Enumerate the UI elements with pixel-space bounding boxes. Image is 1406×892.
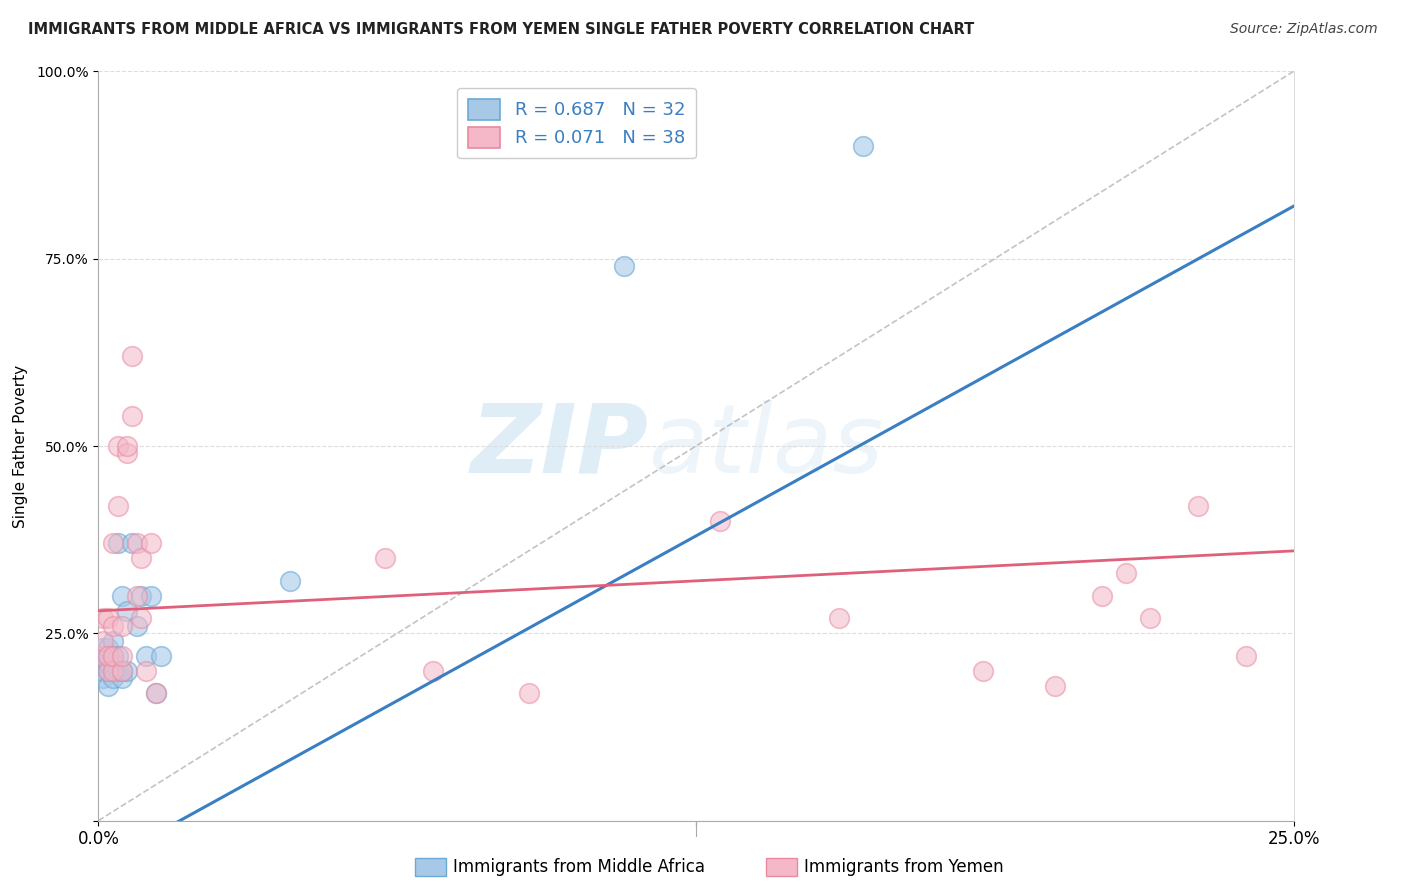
- Point: [139, 536, 162, 550]
- Text: atlas: atlas: [648, 400, 883, 492]
- Point: [107, 499, 129, 513]
- Point: [97, 611, 120, 625]
- Point: [97, 679, 120, 693]
- Point: [115, 439, 138, 453]
- Point: [145, 686, 167, 700]
- Point: [972, 664, 994, 678]
- Point: [101, 536, 124, 550]
- Point: [139, 589, 162, 603]
- Point: [613, 259, 636, 273]
- Point: [125, 536, 148, 550]
- Point: [121, 409, 143, 423]
- Point: [131, 611, 153, 625]
- Point: [1043, 679, 1066, 693]
- Point: [91, 633, 114, 648]
- Point: [111, 671, 134, 685]
- Point: [145, 686, 167, 700]
- Point: [97, 657, 120, 671]
- Point: [278, 574, 301, 588]
- Point: [101, 657, 124, 671]
- Point: [91, 657, 114, 671]
- Point: [374, 551, 396, 566]
- Point: [111, 589, 134, 603]
- Point: [709, 514, 731, 528]
- Point: [91, 641, 114, 656]
- Point: [101, 664, 124, 678]
- Point: [101, 633, 124, 648]
- Point: [101, 648, 124, 663]
- Point: [131, 551, 153, 566]
- Text: Immigrants from Middle Africa: Immigrants from Middle Africa: [453, 858, 704, 876]
- Point: [135, 664, 157, 678]
- Point: [111, 619, 134, 633]
- Point: [91, 664, 114, 678]
- Point: [115, 446, 138, 460]
- Point: [115, 604, 138, 618]
- Text: Source: ZipAtlas.com: Source: ZipAtlas.com: [1230, 22, 1378, 37]
- Legend: R = 0.687   N = 32, R = 0.071   N = 38: R = 0.687 N = 32, R = 0.071 N = 38: [457, 88, 696, 159]
- Point: [149, 648, 172, 663]
- Point: [111, 664, 134, 678]
- Point: [101, 619, 124, 633]
- Point: [422, 664, 444, 678]
- Point: [517, 686, 540, 700]
- Point: [91, 611, 114, 625]
- Text: ZIP: ZIP: [470, 400, 648, 492]
- Point: [131, 589, 153, 603]
- Point: [107, 439, 129, 453]
- Point: [91, 671, 114, 685]
- Point: [1187, 499, 1209, 513]
- Point: [1234, 648, 1257, 663]
- Point: [1115, 566, 1137, 581]
- Point: [135, 648, 157, 663]
- Point: [101, 648, 124, 663]
- Point: [1091, 589, 1114, 603]
- Point: [852, 139, 875, 153]
- Text: Immigrants from Yemen: Immigrants from Yemen: [804, 858, 1004, 876]
- Point: [101, 671, 124, 685]
- Point: [121, 349, 143, 363]
- Y-axis label: Single Father Poverty: Single Father Poverty: [13, 365, 28, 527]
- Point: [121, 536, 143, 550]
- Point: [125, 619, 148, 633]
- Point: [111, 648, 134, 663]
- Point: [91, 648, 114, 663]
- Text: IMMIGRANTS FROM MIDDLE AFRICA VS IMMIGRANTS FROM YEMEN SINGLE FATHER POVERTY COR: IMMIGRANTS FROM MIDDLE AFRICA VS IMMIGRA…: [28, 22, 974, 37]
- Point: [125, 589, 148, 603]
- Point: [107, 536, 129, 550]
- Point: [107, 648, 129, 663]
- Point: [115, 664, 138, 678]
- Point: [97, 641, 120, 656]
- Point: [111, 664, 134, 678]
- Point: [97, 648, 120, 663]
- Point: [91, 648, 114, 663]
- Point: [97, 664, 120, 678]
- Point: [1139, 611, 1161, 625]
- Point: [107, 664, 129, 678]
- Point: [97, 664, 120, 678]
- Point: [97, 648, 120, 663]
- Point: [828, 611, 851, 625]
